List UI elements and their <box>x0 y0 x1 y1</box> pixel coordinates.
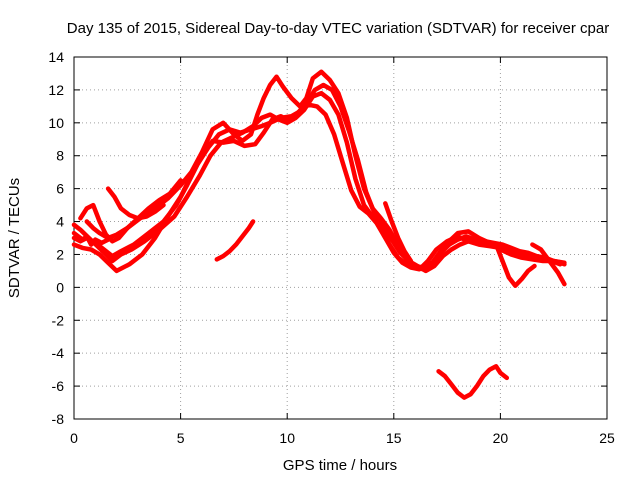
y-tick-label: 10 <box>48 115 64 131</box>
y-tick-label: 2 <box>56 246 64 262</box>
series-trace-11 <box>530 242 567 287</box>
y-tick-label: -6 <box>52 378 65 394</box>
series-trace-5 <box>78 178 183 244</box>
chart-title: Day 135 of 2015, Sidereal Day-to-day VTE… <box>67 20 609 37</box>
series-trace-9 <box>383 201 414 264</box>
series-trace-4 <box>84 69 567 270</box>
y-tick-label: -8 <box>52 411 65 427</box>
y-tick-label: -2 <box>52 312 65 328</box>
series-trace-8 <box>71 230 111 247</box>
y-tick-label: 14 <box>48 49 64 65</box>
x-tick-label: 0 <box>70 430 78 446</box>
y-tick-label: 12 <box>48 82 64 98</box>
x-tick-label: 25 <box>599 430 615 446</box>
y-axis-label: SDTVAR / TECUs <box>6 178 23 298</box>
axis-ticks: 0 5 10 15 20 25 -8 -6 -4 -2 0 2 4 6 8 10 12 14 <box>48 49 615 446</box>
data-series <box>71 69 567 400</box>
y-tick-label: 6 <box>56 181 64 197</box>
x-tick-label: 20 <box>493 430 509 446</box>
y-tick-label: 8 <box>56 148 64 164</box>
x-tick-label: 10 <box>279 430 295 446</box>
series-trace-1 <box>71 102 567 272</box>
x-tick-label: 5 <box>177 430 185 446</box>
series-trace-6 <box>105 186 166 221</box>
series-trace-7 <box>214 219 256 262</box>
series-trace-10 <box>493 242 537 288</box>
series-trace-12 <box>436 364 510 400</box>
y-tick-label: 4 <box>56 214 64 230</box>
x-axis-label: GPS time / hours <box>283 457 397 474</box>
y-tick-label: 0 <box>56 279 64 295</box>
y-tick-label: -4 <box>52 345 65 361</box>
x-tick-label: 15 <box>386 430 402 446</box>
